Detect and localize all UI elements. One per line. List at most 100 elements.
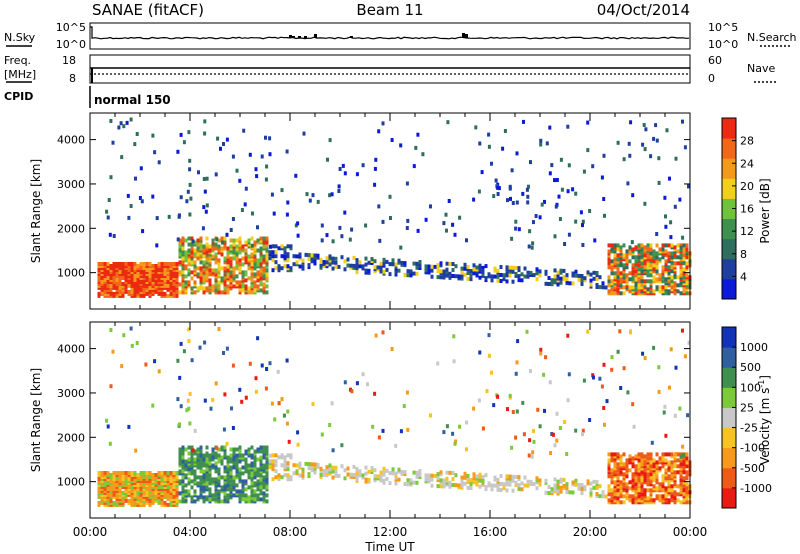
heatmap-cell (460, 270, 464, 275)
heatmap-cell (502, 486, 506, 491)
heatmap-cell (685, 243, 689, 248)
heatmap-cell (567, 372, 571, 377)
colorbar-tick-label: -500 (740, 462, 765, 475)
heatmap-cell (622, 472, 626, 477)
heatmap-cell (529, 160, 532, 165)
heatmap-cell (250, 481, 254, 486)
heatmap-cell (451, 222, 455, 227)
heatmap-cell (376, 265, 380, 270)
heatmap-cell (388, 471, 392, 476)
heatmap-cell (193, 457, 197, 462)
heatmap-cell (190, 358, 194, 363)
heatmap-cell (511, 279, 515, 284)
heatmap-cell (199, 493, 203, 498)
heatmap-cell (141, 229, 145, 234)
heatmap-cell (484, 485, 488, 490)
freq-label-line1: Freq. (4, 54, 31, 67)
heatmap-cell (219, 146, 222, 151)
heatmap-cell (603, 422, 606, 427)
heatmap-cell (530, 245, 534, 250)
heatmap-cell (112, 471, 116, 475)
heatmap-cell (343, 380, 347, 385)
heatmap-cell (547, 491, 551, 495)
heatmap-cell (268, 256, 272, 261)
heatmap-cell (481, 269, 485, 274)
heatmap-cell (331, 469, 335, 474)
heatmap-cell (160, 268, 164, 272)
heatmap-cell (376, 474, 380, 479)
heatmap-cell (646, 255, 650, 260)
heatmap-cell (220, 485, 224, 490)
heatmap-cell (591, 373, 595, 378)
heatmap-cell (134, 176, 137, 181)
heatmap-cell (118, 270, 122, 274)
heatmap-cell (211, 447, 215, 452)
colorbar-tick-label: 8 (740, 248, 747, 261)
heatmap-cell (334, 473, 338, 478)
heatmap-cell (130, 262, 134, 266)
heatmap-cell (265, 493, 269, 498)
heatmap-cell (223, 266, 227, 271)
heatmap-cell (637, 279, 641, 284)
heatmap-cell (334, 256, 338, 261)
heatmap-cell (178, 469, 182, 474)
heatmap-cell (181, 290, 185, 295)
heatmap-cell (465, 447, 468, 452)
heatmap-cell (208, 288, 212, 293)
heatmap-cell (208, 248, 212, 253)
heatmap-cell (548, 380, 552, 385)
heatmap-cell (271, 477, 275, 482)
heatmap-cell (242, 128, 246, 133)
heatmap-cell (532, 220, 535, 225)
heatmap-cell (268, 459, 272, 464)
heatmap-cell (112, 268, 116, 272)
heatmap-cell (525, 329, 529, 334)
heatmap-cell (196, 461, 200, 466)
heatmap-cell (364, 256, 368, 261)
heatmap-cell (232, 475, 236, 480)
heatmap-cell (445, 476, 449, 481)
heatmap-cell (560, 187, 564, 192)
heatmap-cell (658, 494, 662, 499)
heatmap-cell (259, 445, 263, 450)
heatmap-cell (595, 277, 599, 281)
heatmap-cell (509, 196, 512, 201)
heatmap-cell (308, 198, 312, 203)
heatmap-cell (382, 261, 386, 266)
heatmap-cell (271, 250, 275, 255)
heatmap-cell (592, 479, 596, 484)
heatmap-cell (616, 349, 620, 354)
heatmap-cell (330, 192, 334, 197)
heatmap-cell (202, 499, 206, 504)
heatmap-cell (226, 467, 230, 472)
heatmap-cell (256, 270, 260, 275)
heatmap-cell (229, 447, 233, 452)
heatmap-cell (274, 469, 278, 474)
heatmap-cell (274, 453, 278, 458)
heatmap-cell (178, 252, 182, 257)
heatmap-cell (406, 269, 410, 274)
heatmap-cell (382, 269, 386, 274)
heatmap-cell (409, 269, 413, 274)
heatmap-cell (169, 262, 173, 266)
heatmap-cell (377, 129, 381, 134)
heatmap-cell (220, 290, 224, 295)
x-tick-label: 08:00 (273, 525, 308, 539)
heatmap-cell (610, 279, 614, 284)
heatmap-cell (238, 284, 242, 289)
heatmap-cell (607, 474, 611, 479)
heatmap-cell (231, 154, 235, 159)
heatmap-cell (661, 275, 665, 280)
heatmap-cell (112, 234, 116, 238)
heatmap-cell (685, 273, 689, 278)
noise-spike (465, 34, 468, 38)
heatmap-cell (517, 227, 521, 232)
heatmap-cell (679, 265, 683, 270)
heatmap-cell (226, 455, 230, 460)
heatmap-cell (466, 485, 470, 490)
heatmap-cell (298, 252, 302, 257)
heatmap-cell (172, 483, 176, 487)
heatmap-cell (642, 123, 646, 127)
heatmap-cell (331, 475, 335, 480)
heatmap-cell (679, 462, 683, 467)
